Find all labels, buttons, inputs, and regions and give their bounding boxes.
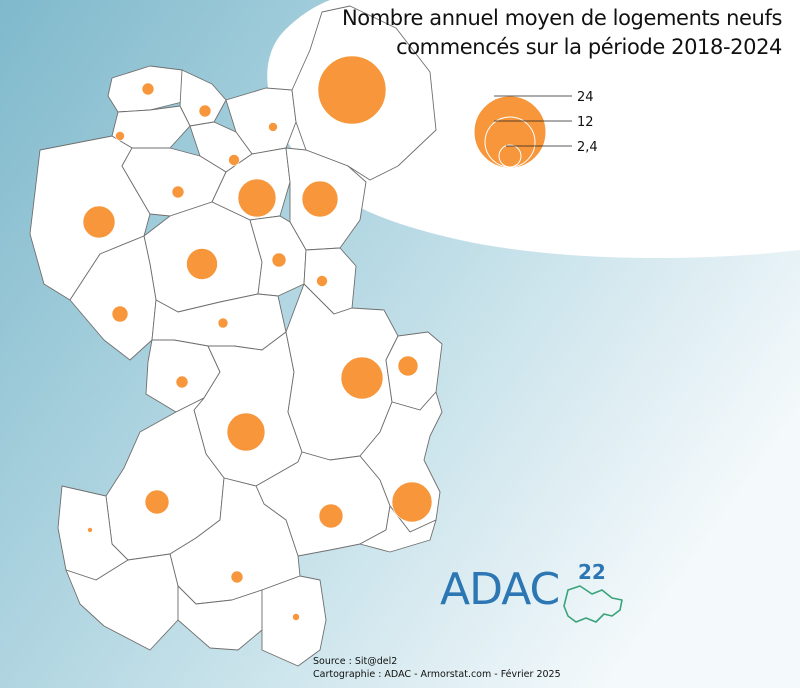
housing-symbol (171, 185, 185, 199)
cartography-text: Cartographie : ADAC - Armorstat.com - Fé… (313, 669, 561, 680)
housing-symbol (186, 248, 218, 280)
housing-symbol (228, 154, 240, 166)
region-outline (261, 575, 327, 667)
housing-symbol (340, 356, 384, 400)
map-title-line-1: Nombre annuel moyen de logements neufs (341, 6, 782, 30)
legend-circle-2-4 (498, 144, 522, 168)
cotes-darmor-outline-icon (563, 585, 623, 623)
housing-symbol (141, 82, 155, 96)
housing-symbol (226, 412, 266, 452)
housing-symbol (292, 613, 300, 621)
logo-superscript: 22 (578, 560, 606, 584)
legend-label-2-4: 2,4 (577, 140, 598, 155)
region-outline (359, 505, 437, 553)
housing-symbol (237, 178, 277, 218)
housing-symbol (318, 503, 344, 529)
housing-symbol (316, 275, 328, 287)
region-outline (111, 105, 191, 149)
map-title-line-2: commencés sur la période 2018-2024 (396, 35, 782, 59)
housing-symbol (317, 55, 387, 125)
housing-symbol (397, 355, 419, 377)
legend-label-12: 12 (577, 115, 594, 130)
housing-symbol (175, 375, 189, 389)
housing-symbol (115, 131, 125, 141)
housing-symbol (144, 489, 170, 515)
logo-text: ADAC (440, 564, 560, 615)
housing-symbol (217, 317, 229, 329)
housing-symbol (111, 305, 129, 323)
source-text: Source : Sit@del2 (313, 656, 398, 667)
legend-circle-24 (473, 95, 547, 169)
housing-symbol (391, 481, 433, 523)
housing-symbol (268, 122, 278, 132)
housing-symbol (198, 104, 212, 118)
housing-symbol (87, 527, 93, 533)
legend: 24 12 2,4 (473, 90, 598, 169)
map-title: Nombre annuel moyen de logements neufs c… (262, 4, 782, 62)
housing-symbol (271, 252, 287, 268)
housing-symbol (82, 205, 116, 239)
housing-symbol (301, 180, 339, 218)
region-outline (179, 69, 227, 127)
credits: Source : Sit@del2 Cartographie : ADAC - … (313, 655, 561, 681)
legend-label-24: 24 (577, 90, 594, 105)
housing-symbol (230, 570, 244, 584)
